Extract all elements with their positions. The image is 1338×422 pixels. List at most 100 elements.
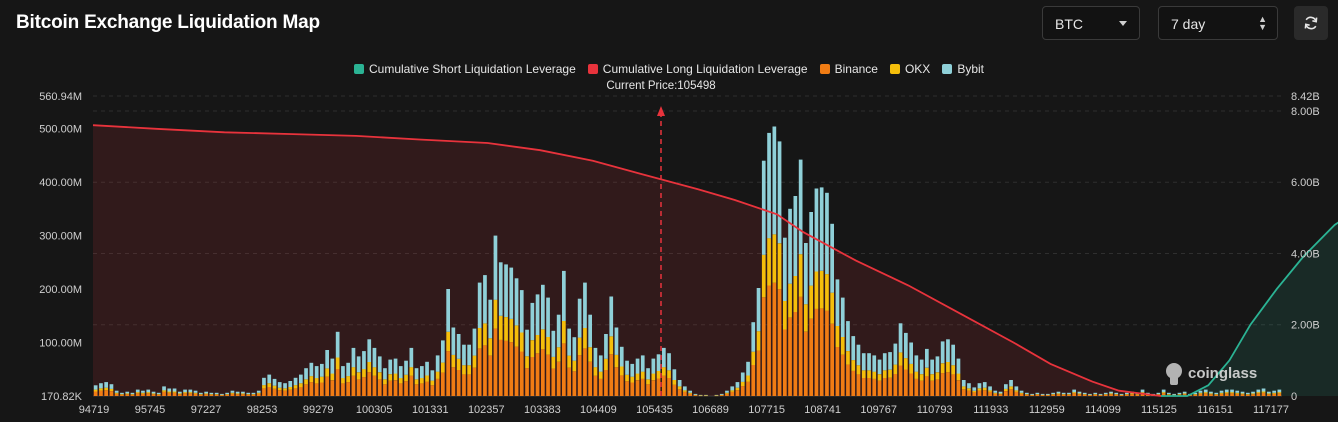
bar-bybit bbox=[204, 391, 208, 394]
bar-okx bbox=[1167, 394, 1171, 395]
bar-binance bbox=[798, 296, 803, 396]
legend-item[interactable]: Cumulative Short Liquidation Leverage bbox=[353, 62, 576, 76]
bar-bybit bbox=[909, 342, 913, 364]
bar-binance bbox=[577, 355, 582, 396]
bar-binance bbox=[467, 374, 471, 396]
bar-binance bbox=[1251, 394, 1255, 396]
range-select[interactable]: 7 day ▲ ▼ bbox=[1158, 6, 1278, 40]
bar-binance bbox=[272, 388, 277, 396]
bar-binance bbox=[630, 382, 635, 396]
bar-bybit bbox=[677, 380, 682, 387]
bar-binance bbox=[314, 383, 319, 396]
bar-bybit bbox=[746, 361, 750, 376]
bar-binance bbox=[135, 393, 140, 396]
bar-okx bbox=[940, 363, 945, 374]
bar-okx bbox=[178, 393, 182, 395]
bar-bybit bbox=[683, 386, 687, 391]
bar-bybit bbox=[635, 358, 640, 374]
legend-item[interactable]: Binance bbox=[819, 62, 878, 76]
bar-okx bbox=[199, 394, 203, 395]
bar-bybit bbox=[551, 330, 556, 357]
bar-okx bbox=[861, 370, 866, 378]
bar-bybit bbox=[530, 302, 535, 341]
bar-binance bbox=[99, 390, 103, 396]
symbol-select[interactable]: BTC bbox=[1042, 6, 1140, 40]
bar-bybit bbox=[462, 344, 466, 366]
bar-okx bbox=[483, 323, 487, 346]
bar-okx bbox=[1230, 392, 1234, 394]
bar-bybit bbox=[956, 358, 961, 374]
x-axis-tick-label: 107715 bbox=[748, 404, 785, 416]
bar-binance bbox=[420, 383, 424, 396]
bar-okx bbox=[246, 394, 251, 395]
left-axis-tick-label: 170.82K bbox=[41, 391, 83, 403]
range-select-value: 7 day bbox=[1171, 16, 1206, 32]
bar-binance bbox=[972, 392, 977, 396]
bar-bybit bbox=[146, 389, 151, 393]
bar-okx bbox=[519, 332, 524, 352]
bar-binance bbox=[335, 369, 340, 396]
bar-bybit bbox=[151, 391, 156, 394]
bar-okx bbox=[367, 362, 372, 373]
bar-bybit bbox=[488, 299, 493, 339]
bar-okx bbox=[840, 337, 845, 355]
bar-okx bbox=[751, 351, 756, 365]
bar-okx bbox=[651, 373, 656, 381]
bar-bybit bbox=[1088, 393, 1092, 395]
bar-okx bbox=[141, 392, 145, 394]
bar-bybit bbox=[772, 126, 777, 235]
x-axis-tick-label: 110793 bbox=[917, 404, 953, 416]
bar-bybit bbox=[367, 339, 372, 362]
legend-item[interactable]: Bybit bbox=[942, 62, 984, 76]
legend-item[interactable]: Cumulative Long Liquidation Leverage bbox=[587, 62, 808, 76]
bar-okx bbox=[835, 326, 840, 347]
legend-swatch bbox=[587, 64, 598, 74]
bar-binance bbox=[551, 368, 556, 396]
bar-bybit bbox=[299, 374, 303, 384]
bar-bybit bbox=[914, 355, 919, 372]
bar-binance bbox=[604, 369, 608, 396]
bar-okx bbox=[1046, 394, 1050, 396]
bar-okx bbox=[683, 390, 687, 392]
bar-binance bbox=[804, 331, 808, 396]
bar-bybit bbox=[1240, 391, 1245, 394]
bar-okx bbox=[341, 378, 345, 384]
bar-bybit bbox=[814, 188, 819, 272]
bar-binance bbox=[567, 367, 571, 396]
bar-okx bbox=[909, 363, 913, 374]
bar-okx bbox=[635, 373, 640, 381]
bar-okx bbox=[241, 393, 245, 395]
bar-bybit bbox=[1067, 392, 1071, 395]
bar-bybit bbox=[872, 355, 877, 372]
legend-item[interactable]: OKX bbox=[889, 62, 930, 76]
x-axis-tick-label: 108741 bbox=[804, 404, 841, 416]
bar-okx bbox=[667, 370, 671, 378]
right-axis-tick-label: 2.00B bbox=[1291, 320, 1320, 332]
bar-binance bbox=[693, 395, 698, 396]
x-axis-tick-label: 117177 bbox=[1253, 404, 1289, 416]
watermark-text: coinglass bbox=[1188, 365, 1257, 382]
bar-binance bbox=[1109, 394, 1113, 396]
refresh-button[interactable] bbox=[1294, 6, 1328, 40]
bar-bybit bbox=[877, 359, 882, 375]
bar-bybit bbox=[825, 192, 829, 275]
bar-okx bbox=[125, 393, 130, 395]
bar-bybit bbox=[940, 341, 945, 364]
bar-bybit bbox=[783, 237, 787, 301]
bar-bybit bbox=[135, 389, 140, 393]
bar-bybit bbox=[188, 389, 193, 393]
bar-bybit bbox=[567, 328, 571, 356]
bar-bybit bbox=[925, 348, 929, 368]
bar-bybit bbox=[1093, 392, 1098, 395]
bar-bybit bbox=[309, 362, 314, 377]
bar-okx bbox=[1219, 392, 1224, 394]
bar-bybit bbox=[351, 347, 356, 368]
bar-bybit bbox=[1167, 392, 1171, 395]
bar-okx bbox=[120, 394, 124, 395]
bar-binance bbox=[840, 354, 845, 396]
bar-binance bbox=[293, 388, 298, 396]
bar-bybit bbox=[383, 368, 387, 380]
bar-bybit bbox=[446, 289, 450, 332]
bar-binance bbox=[214, 394, 219, 396]
